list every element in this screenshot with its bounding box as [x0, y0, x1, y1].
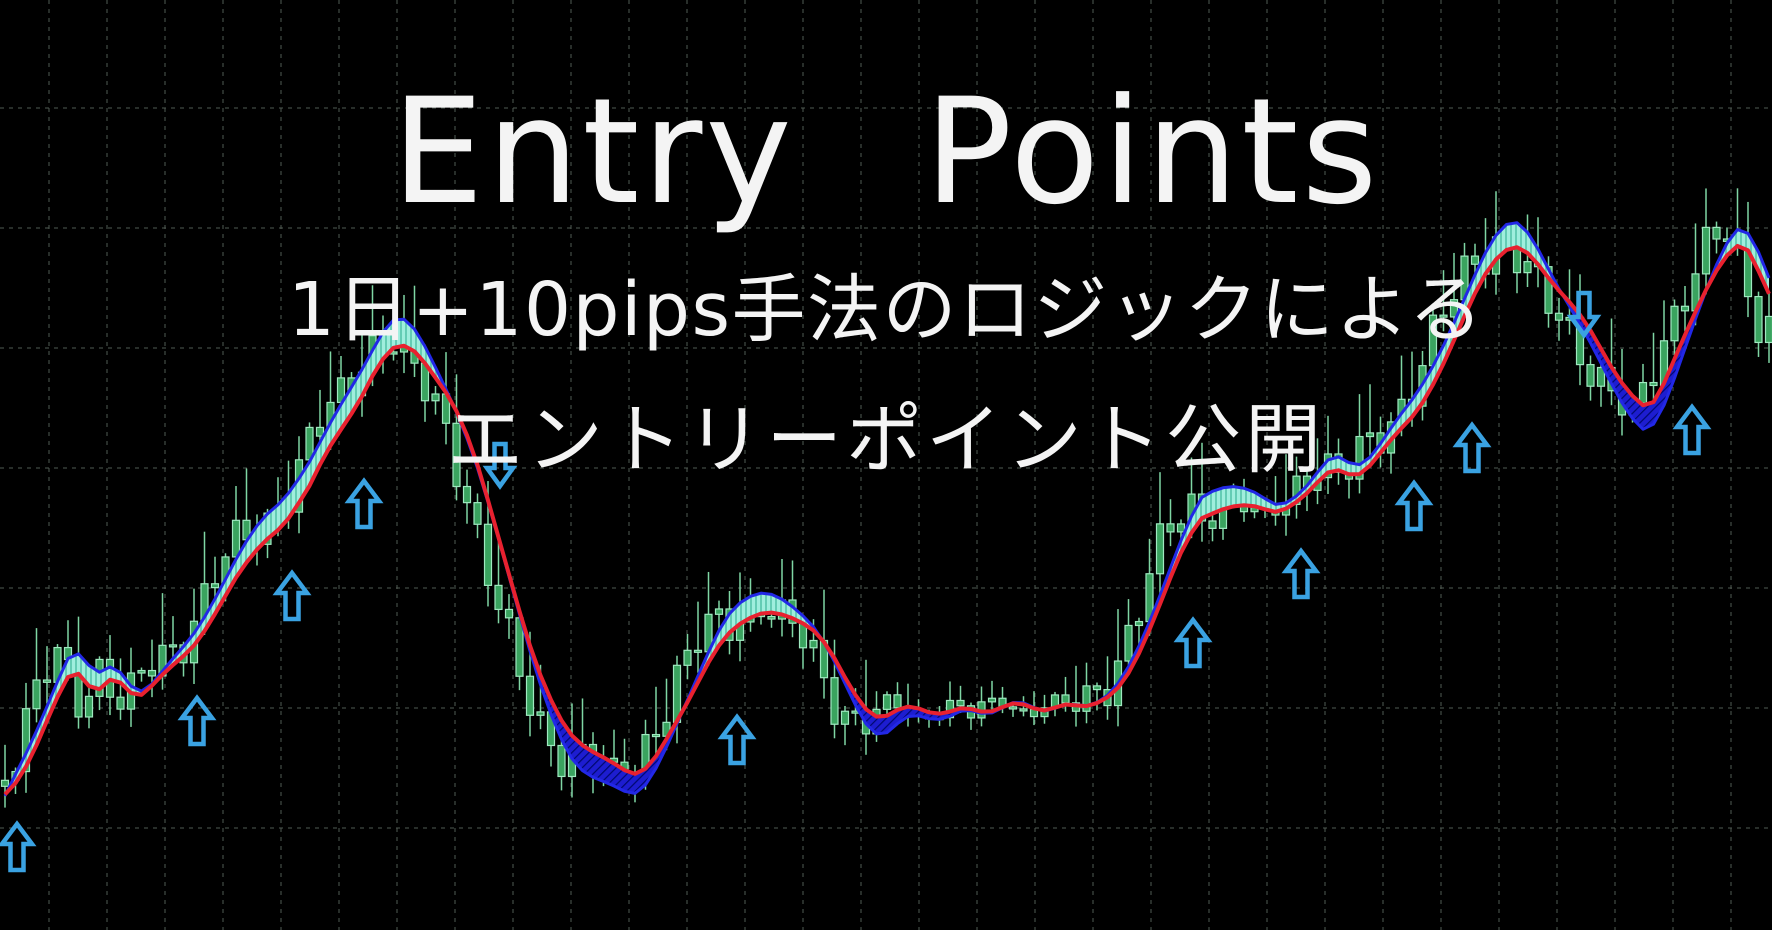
- signals-layer: [0, 290, 1712, 873]
- entry-arrow-up-icon: [717, 713, 757, 766]
- entry-arrow-down-icon: [1566, 290, 1602, 339]
- fast-ma-line: [3, 243, 1771, 796]
- entry-arrow-up-icon: [1281, 547, 1321, 600]
- slow-ma-line: [3, 221, 1771, 797]
- entry-arrow-up-icon: [344, 477, 384, 530]
- entry-arrow-up-icon: [1452, 421, 1492, 474]
- entry-arrow-up-icon: [177, 694, 217, 747]
- entry-arrow-down-icon: [482, 441, 518, 490]
- entry-arrow-up-icon: [272, 569, 312, 622]
- entry-arrow-up-icon: [0, 820, 37, 873]
- entry-arrow-up-icon: [1394, 479, 1434, 532]
- entry-arrow-up-icon: [1173, 616, 1213, 669]
- entry-arrow-up-icon: [1672, 403, 1712, 456]
